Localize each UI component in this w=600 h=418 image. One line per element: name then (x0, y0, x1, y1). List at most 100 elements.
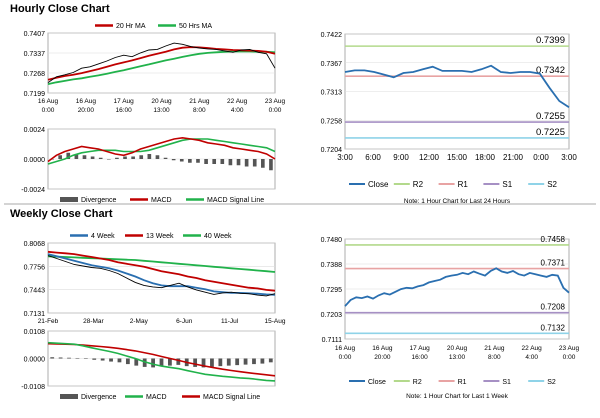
hourly-divergence-bar (244, 159, 249, 167)
weekly-divergence-bar (235, 358, 240, 366)
weekly-1w-r2-label: 0.7458 (541, 235, 566, 244)
hourly-24h-y-tick-label: 0.7204 (321, 147, 343, 154)
weekly-price-y-tick-label: 0.8068 (24, 241, 46, 248)
hourly-divergence-bar (58, 155, 62, 159)
hourly-divergence-bar (155, 155, 160, 159)
hourly-divergence-bar (212, 159, 217, 164)
weekly-price-frame (47, 242, 276, 314)
hourly-24h-x-tick-label: 3:00 (337, 153, 353, 162)
hourly-24h-close-line (344, 64, 570, 109)
weekly-1w-y-tick-label: 0.7203 (321, 312, 343, 319)
hourly-legend-signal-label: MACD Signal Line (207, 197, 264, 204)
weekly-divergence-bar (117, 358, 122, 363)
hourly-legend-divergence-label: Divergence (81, 197, 117, 204)
hourly-24h-legend-label: R2 (413, 180, 424, 189)
weekly-divergence-bar (268, 358, 273, 363)
weekly-divergence-bar (100, 358, 105, 361)
weekly-divergence-bar (142, 358, 147, 367)
hourly-24h-x-tick-label: 3:00 (561, 153, 577, 162)
hourly-24h-legend-label: Close (368, 180, 389, 189)
hourly-divergence-bar (171, 159, 176, 161)
weekly-macd-y-tick-label: 0.0108 (24, 329, 46, 336)
weekly-divergence-bar (67, 357, 71, 359)
weekly-macd-line (47, 341, 276, 382)
weekly-1w-legend-label: R1 (458, 379, 467, 386)
weekly-divergence-bar (151, 358, 155, 368)
weekly-divergence-bar (92, 358, 97, 360)
hourly-20hr-ma-line (47, 46, 276, 81)
hourly-divergence-bar (98, 157, 103, 159)
weekly-1w-note: Note: 1 Hour Chart for Last 1 Week (406, 393, 509, 400)
weekly-divergence-bar (176, 358, 181, 365)
hourly-divergence-bar (269, 159, 273, 171)
weekly-signal-line (47, 342, 276, 377)
weekly-divergence-bar (201, 358, 206, 368)
hourly-divergence-bar (188, 159, 192, 163)
hourly-price-x-tick-label: 16 Aug (38, 98, 59, 105)
hourly-divergence-bar (236, 159, 241, 166)
weekly-1w-x-tick-label: 16 Aug (335, 345, 356, 352)
weekly-1w-legend-label: Close (368, 379, 386, 386)
weekly-price-x-tick-label: 21-Feb (38, 318, 59, 325)
weekly-divergence-bar (243, 358, 248, 365)
weekly-divergence-bar (75, 357, 80, 359)
hourly-divergence-bar (252, 159, 257, 167)
weekly-13w-line (47, 250, 276, 292)
hourly-price-x-tick-label: 0:00 (42, 107, 55, 114)
weekly-1w-x-tick-label: 20 Aug (447, 345, 468, 352)
hourly-price-x-tick-label: 4:00 (231, 107, 244, 114)
hourly-macd-y-tick-label: 0.0024 (24, 127, 46, 134)
weekly-1w-s1-label: 0.7208 (541, 303, 566, 312)
weekly-price-x-tick-label: 11-Jul (221, 318, 239, 325)
hourly-divergence-bar (106, 159, 111, 160)
weekly-divergence-bar (193, 358, 198, 367)
hourly-divergence-bar (82, 155, 87, 159)
weekly-divergence-bar (83, 358, 88, 359)
hourly-24h-x-tick-label: 15:00 (447, 153, 468, 162)
weekly-divergence-bar (58, 357, 63, 359)
hourly-24h-note: Note: 1 Hour Chart for Last 24 Hours (404, 198, 511, 205)
chart-layer: 0.7407 0.7337 0.7268 0.7199 20 Hr MA 50 Hrs M… (21, 23, 579, 401)
hourly-legend-divergence-swatch (60, 197, 78, 202)
weekly-1w-legend-label: R2 (413, 379, 422, 386)
weekly-divergence-bar (159, 358, 164, 367)
hourly-divergence-bar (204, 159, 208, 164)
weekly-legend-divergence-label: Divergence (81, 394, 117, 401)
weekly-divergence-bar (125, 358, 130, 365)
hourly-price-x-tick-label: 13:00 (153, 107, 170, 114)
hourly-close-line (47, 42, 276, 83)
hourly-price-x-tick-label: 17 Aug (114, 98, 135, 105)
hourly-price-y-tick-label: 0.7199 (24, 91, 46, 98)
hourly-macd-line (47, 136, 276, 163)
hourly-24h-x-tick-label: 9:00 (393, 153, 409, 162)
weekly-divergence-bar (168, 358, 172, 366)
hourly-legend-50hrs-label: 50 Hrs MA (179, 23, 212, 30)
weekly-legend-macd-label: MACD (146, 394, 167, 401)
hourly-24h-r1-label: 0.7342 (536, 65, 565, 76)
weekly-divergence-bar (210, 358, 214, 367)
hourly-price-x-tick-label: 8:00 (193, 107, 206, 114)
hourly-legend-20hr-label: 20 Hr MA (116, 23, 146, 30)
hourly-divergence-bar (196, 159, 200, 163)
weekly-1w-r1-label: 0.7371 (541, 259, 566, 268)
hourly-24h-x-tick-label: 0:00 (533, 153, 549, 162)
hourly-24h-y-tick-label: 0.7422 (321, 32, 343, 39)
weekly-macd-y-tick-label: 0.0000 (24, 357, 46, 364)
weekly-price-x-tick-label: 6-Jun (176, 318, 193, 325)
hourly-24h-x-tick-label: 21:00 (503, 153, 524, 162)
weekly-1w-x-tick-label: 16 Aug (372, 345, 393, 352)
hourly-divergence-bar (163, 157, 168, 159)
hourly-24h-s1-label: 0.7255 (536, 111, 565, 122)
hourly-section-title: Hourly Close Chart (10, 3, 110, 15)
hourly-price-x-tick-label: 22 Aug (227, 98, 248, 105)
hourly-price-x-tick-label: 16:00 (116, 107, 133, 114)
hourly-divergence-bar (179, 159, 184, 162)
weekly-40w-line (47, 255, 276, 273)
hourly-legend-macd-label: MACD (151, 197, 172, 204)
weekly-1w-y-tick-label: 0.7295 (321, 287, 343, 294)
weekly-price-y-tick-label: 0.7131 (24, 311, 46, 318)
weekly-1w-x-tick-label: 4:00 (525, 354, 538, 361)
weekly-1w-x-tick-label: 22 Aug (522, 345, 543, 352)
weekly-1w-y-tick-label: 0.7388 (321, 262, 343, 269)
weekly-1w-y-tick-label: 0.7111 (322, 337, 342, 344)
